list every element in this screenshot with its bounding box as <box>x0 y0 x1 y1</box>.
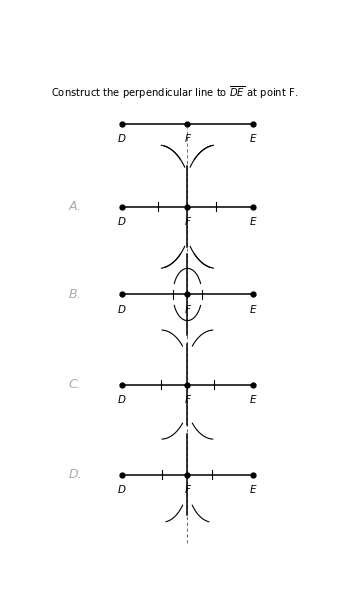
Text: E: E <box>250 134 257 144</box>
Text: B.: B. <box>69 288 82 301</box>
Text: D.: D. <box>69 468 83 481</box>
Text: D: D <box>118 217 125 227</box>
Text: D: D <box>118 485 125 495</box>
Text: E: E <box>250 305 257 315</box>
Text: A.: A. <box>69 200 82 213</box>
Text: F: F <box>184 485 190 495</box>
Text: F: F <box>184 395 190 405</box>
Text: E: E <box>250 485 257 495</box>
Text: F: F <box>184 305 190 315</box>
Text: D: D <box>118 395 125 405</box>
Text: F: F <box>184 217 190 227</box>
Text: E: E <box>250 217 257 227</box>
Text: C.: C. <box>69 378 82 391</box>
Text: D: D <box>118 305 125 315</box>
Text: F: F <box>184 134 190 144</box>
Text: Construct the perpendicular line to $\overline{DE}$ at point F.: Construct the perpendicular line to $\ov… <box>51 84 298 101</box>
Text: E: E <box>250 395 257 405</box>
Text: D: D <box>118 134 125 144</box>
